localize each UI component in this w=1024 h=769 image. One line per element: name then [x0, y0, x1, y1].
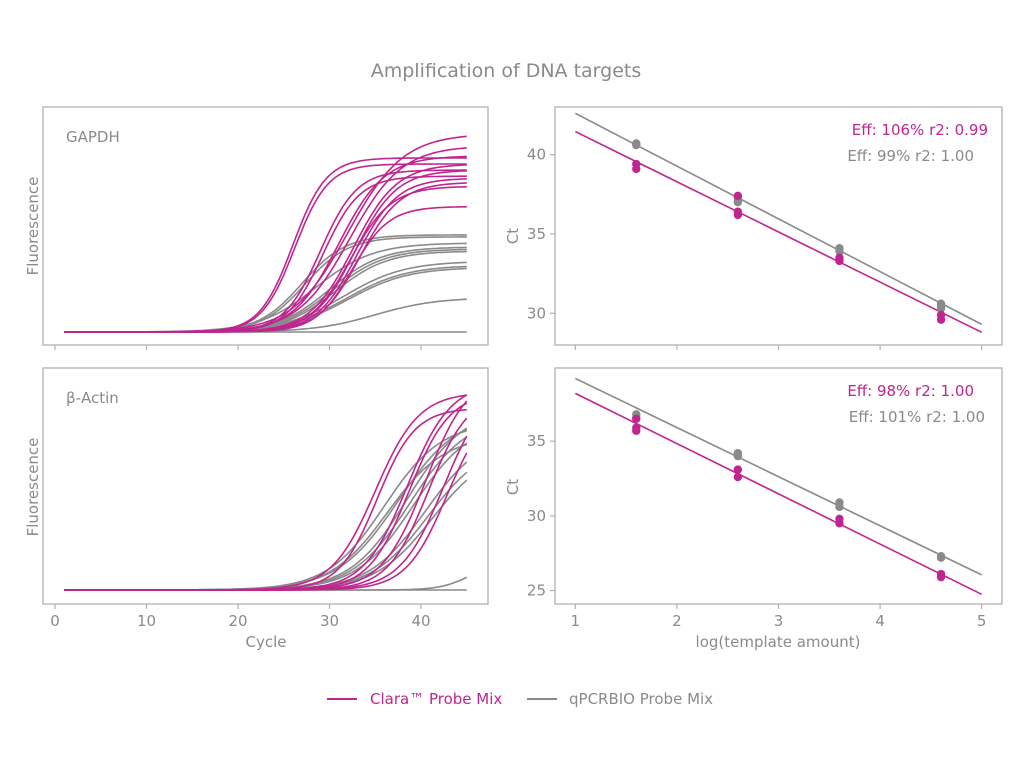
axis-ticks: 30 35 40 [527, 146, 983, 350]
amplification-curve [64, 234, 467, 333]
y-axis-label: Ct [504, 479, 522, 495]
y-tick-label: 25 [527, 582, 546, 600]
amplification-curve [64, 394, 467, 591]
data-point [835, 519, 844, 528]
y-tick-label: 35 [527, 225, 546, 243]
x-tick-label: 0 [50, 612, 60, 630]
data-point [936, 553, 946, 562]
data-point [936, 572, 946, 582]
x-axis-ticks: 0 10 20 30 40 [50, 604, 431, 630]
y-tick-label: 35 [527, 432, 546, 450]
panel-actin-standard-curve: 1 2 3 4 5 25 30 35 Ct log(template amount) Eff:… [504, 367, 1003, 651]
mark-group [574, 377, 983, 596]
panel-gapdh-amplification: GAPDH Fluorescence [24, 106, 489, 350]
x-axis-label: Cycle [246, 633, 287, 651]
x-axis-label: log(template amount) [696, 633, 861, 651]
regression-line [574, 112, 983, 326]
data-point [733, 210, 743, 220]
panel-label: GAPDH [66, 128, 120, 146]
panel-actin-amplification: 0 10 20 30 40 β-Actin Fluorescence Cycle [24, 367, 489, 651]
amplification-curve [64, 394, 468, 591]
data-point [733, 465, 743, 474]
y-axis-label: Fluorescence [24, 438, 42, 537]
y-tick-label: 40 [527, 146, 546, 164]
x-tick-label: 20 [228, 612, 247, 630]
efficiency-annotation-qpcrbio: Eff: 99% r2: 1.00 [847, 147, 974, 165]
legend: Clara™ Probe Mix qPCRBIO Probe Mix [327, 690, 713, 708]
data-point [733, 472, 743, 482]
legend-label-qpcrbio: qPCRBIO Probe Mix [569, 690, 713, 708]
regression-line [574, 392, 983, 596]
legend-label-clara: Clara™ Probe Mix [370, 690, 502, 708]
data-point [632, 414, 641, 423]
x-tick-label: 2 [672, 612, 682, 630]
amplification-curve [64, 182, 467, 333]
chart-title: Amplification of DNA targets [371, 60, 642, 82]
mark-group [574, 112, 983, 334]
x-tick-label: 3 [774, 612, 784, 630]
data-point [835, 247, 844, 256]
amplification-curve [64, 417, 468, 591]
amplification-curve [64, 452, 468, 591]
x-axis-ticks [54, 345, 422, 350]
x-tick-label: 5 [977, 612, 987, 630]
amplification-curve [64, 155, 467, 333]
regression-line [574, 130, 983, 334]
curve-group [64, 394, 468, 591]
data-point [936, 315, 946, 324]
efficiency-annotation-qpcrbio: Eff: 101% r2: 1.00 [849, 408, 985, 426]
data-point [936, 302, 946, 312]
data-point [733, 451, 743, 461]
data-point [632, 164, 641, 174]
plot-frame [42, 106, 489, 346]
y-tick-label: 30 [527, 507, 546, 525]
x-tick-label: 30 [320, 612, 339, 630]
regression-line [574, 377, 983, 576]
curve-group [64, 135, 467, 333]
y-tick-label: 30 [527, 304, 546, 322]
plot-frame [554, 367, 1003, 605]
y-axis-label: Ct [504, 228, 522, 244]
data-point [835, 256, 844, 266]
efficiency-annotation-clara: Eff: 98% r2: 1.00 [847, 382, 974, 400]
axis-ticks: 1 2 3 4 5 25 30 35 [527, 432, 987, 630]
x-tick-label: 40 [411, 612, 430, 630]
efficiency-annotation-clara: Eff: 106% r2: 0.99 [852, 121, 988, 139]
x-tick-label: 10 [137, 612, 156, 630]
x-tick-label: 4 [875, 612, 885, 630]
data-point [632, 140, 641, 150]
x-tick-label: 1 [571, 612, 581, 630]
data-point [733, 191, 743, 201]
panel-label: β-Actin [66, 389, 119, 407]
amplification-curve [64, 186, 467, 333]
y-axis-label: Fluorescence [24, 177, 42, 276]
panel-gapdh-standard-curve: 30 35 40 Ct Eff: 106% r2: 0.99 Eff: 99% r2… [504, 106, 1003, 350]
amplification-curve [64, 250, 467, 333]
plot-frame [42, 367, 489, 605]
data-point [835, 502, 844, 512]
data-point [632, 426, 641, 435]
